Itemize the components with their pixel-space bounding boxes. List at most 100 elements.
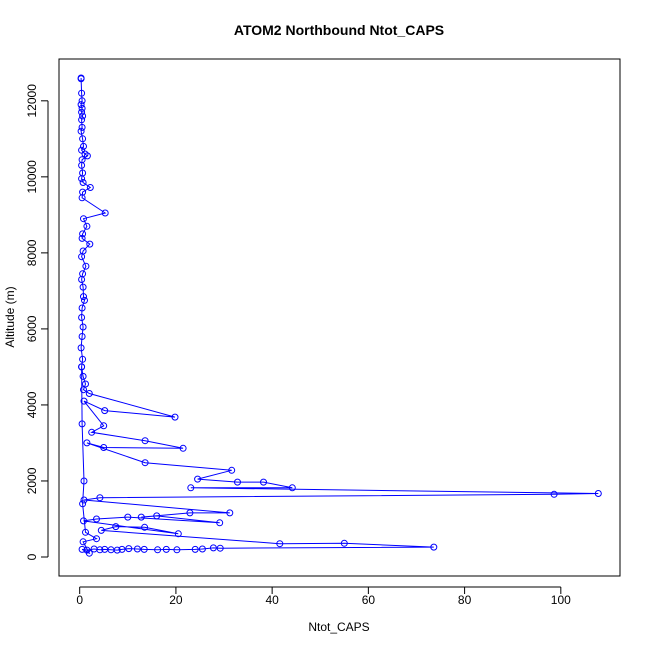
data-point <box>80 477 88 485</box>
data-point <box>93 515 100 523</box>
data-point <box>141 437 149 445</box>
data-point <box>79 230 87 238</box>
x-tick-label: 0 <box>76 593 83 607</box>
x-tick-label: 20 <box>169 593 183 607</box>
data-point <box>79 179 87 186</box>
data-point <box>191 545 199 553</box>
y-tick-label: 2000 <box>25 467 39 494</box>
data-point <box>550 490 558 498</box>
plot-frame <box>58 58 621 577</box>
data-point <box>228 466 236 474</box>
data-point <box>90 545 98 553</box>
data-point <box>83 222 91 230</box>
x-tick-label: 60 <box>362 593 376 607</box>
data-point <box>216 519 224 527</box>
data-point <box>78 194 86 202</box>
data-point <box>198 545 206 553</box>
data-point <box>125 545 133 553</box>
data-point <box>78 253 86 261</box>
data-point <box>82 528 89 536</box>
data-point <box>78 161 86 169</box>
data-point <box>288 484 296 492</box>
data-point <box>430 543 438 551</box>
data-point <box>82 262 90 270</box>
data-point <box>80 517 87 525</box>
data-point <box>78 545 86 553</box>
data-point <box>174 530 182 538</box>
data-point <box>80 386 87 394</box>
data-point <box>226 509 234 517</box>
data-point <box>79 323 87 331</box>
data-point <box>194 475 202 483</box>
chart-title: ATOM2 Northbound Ntot_CAPS <box>234 22 444 38</box>
data-point <box>162 545 170 553</box>
y-axis: 0 2000 4000 6000 8000 10000 12000 <box>25 84 49 560</box>
data-point <box>77 101 85 109</box>
data-point <box>83 152 91 160</box>
data-point <box>118 545 126 553</box>
data-point <box>86 184 94 191</box>
data-point <box>78 104 86 112</box>
data-point <box>78 276 86 283</box>
data-point <box>78 108 86 116</box>
data-point <box>141 523 149 531</box>
data-point <box>594 490 602 497</box>
data-point <box>78 363 86 371</box>
data-point <box>154 546 162 554</box>
data-point <box>80 496 88 504</box>
data-point <box>77 75 85 83</box>
data-point <box>173 546 181 554</box>
data-point <box>187 484 195 492</box>
y-tick-label: 8000 <box>25 239 39 266</box>
data-point <box>101 545 109 553</box>
data-point <box>97 526 105 534</box>
x-axis: 0 20 40 60 80 100 <box>76 586 571 607</box>
data-point <box>78 175 86 183</box>
y-tick-label: 6000 <box>25 315 39 342</box>
data-point <box>80 215 87 223</box>
data-point <box>77 344 85 352</box>
data-point <box>79 135 87 143</box>
data-point <box>216 544 224 552</box>
data-point <box>137 513 145 521</box>
data-point <box>133 545 141 553</box>
data-point <box>112 523 120 531</box>
data-point <box>86 240 94 248</box>
data-point <box>101 407 109 415</box>
data-point <box>140 545 148 553</box>
data-point <box>276 540 284 548</box>
data-point <box>80 293 87 301</box>
data-point <box>85 390 93 397</box>
data-point <box>83 439 91 447</box>
data-point <box>78 304 86 312</box>
y-tick-label: 0 <box>25 553 39 560</box>
data-point <box>78 314 86 321</box>
data-point <box>79 538 87 546</box>
data-point <box>80 142 87 150</box>
data-point <box>101 209 109 217</box>
data-point <box>96 494 104 502</box>
data-point <box>179 444 187 452</box>
data-point <box>85 549 93 557</box>
data-point <box>78 420 86 428</box>
y-tick-label: 10000 <box>25 160 39 194</box>
y-axis-label: Altitude (m) <box>3 286 17 347</box>
data-point <box>186 509 194 517</box>
data-point <box>79 500 87 508</box>
x-tick-label: 80 <box>458 593 472 607</box>
data-point <box>124 513 132 521</box>
data-point <box>100 422 108 430</box>
data-point <box>79 355 87 363</box>
data-point <box>209 544 217 552</box>
data-point <box>78 97 86 105</box>
data-point <box>79 283 87 291</box>
data-point <box>340 539 348 547</box>
data-point <box>79 112 87 120</box>
data-point <box>77 127 85 135</box>
data-point <box>78 123 86 131</box>
data-point <box>78 116 86 124</box>
data-point <box>234 478 241 486</box>
data-point <box>79 372 87 380</box>
data-point <box>78 89 86 97</box>
